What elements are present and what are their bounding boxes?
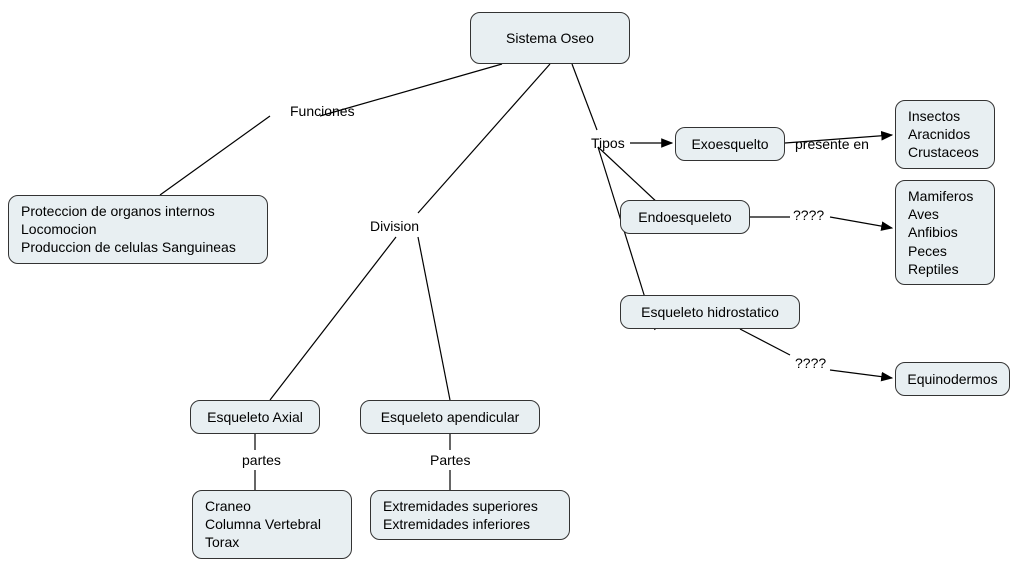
edge-label-l-division: Division [370, 218, 419, 234]
edge-3 [270, 237, 396, 400]
edge-label-l-partes2: Partes [430, 452, 470, 468]
edge-16 [740, 329, 790, 355]
edge-label-l-tipos: Tipos [591, 135, 625, 151]
edge-17 [830, 370, 892, 378]
edge-4 [418, 237, 450, 400]
node-exo: Exoesquelto [675, 127, 785, 161]
node-funciones: Proteccion de organos internos Locomocio… [8, 195, 268, 264]
node-axialparts: Craneo Columna Vertebral Torax [192, 490, 352, 559]
edge-1 [160, 116, 270, 195]
edge-label-l-funciones: Funciones [290, 103, 355, 119]
edge-2 [418, 64, 550, 213]
node-endolist: Mamiferos Aves Anfibios Peces Reptiles [895, 180, 995, 285]
node-endo: Endoesqueleto [620, 200, 750, 234]
edge-label-l-q1: ???? [793, 207, 824, 223]
concept-map-canvas: Sistema Oseo Proteccion de organos intern… [0, 0, 1024, 575]
node-apendicular: Esqueleto apendicular [360, 400, 540, 434]
edge-label-l-q2: ???? [795, 355, 826, 371]
node-root: Sistema Oseo [470, 12, 630, 64]
node-hidrolist: Equinodermos [895, 362, 1010, 396]
edges-layer [0, 0, 1024, 575]
edge-9 [572, 64, 597, 130]
edge-11 [598, 147, 660, 205]
edge-label-l-partes1: partes [242, 452, 281, 468]
node-exolist: Insectos Aracnidos Crustaceos [895, 100, 995, 169]
node-apenparts: Extremidades superiores Extremidades inf… [370, 490, 570, 540]
edge-15 [830, 217, 892, 228]
edge-label-l-presente: presente en [795, 136, 869, 152]
node-axial: Esqueleto Axial [190, 400, 320, 434]
node-hidro: Esqueleto hidrostatico [620, 295, 800, 329]
